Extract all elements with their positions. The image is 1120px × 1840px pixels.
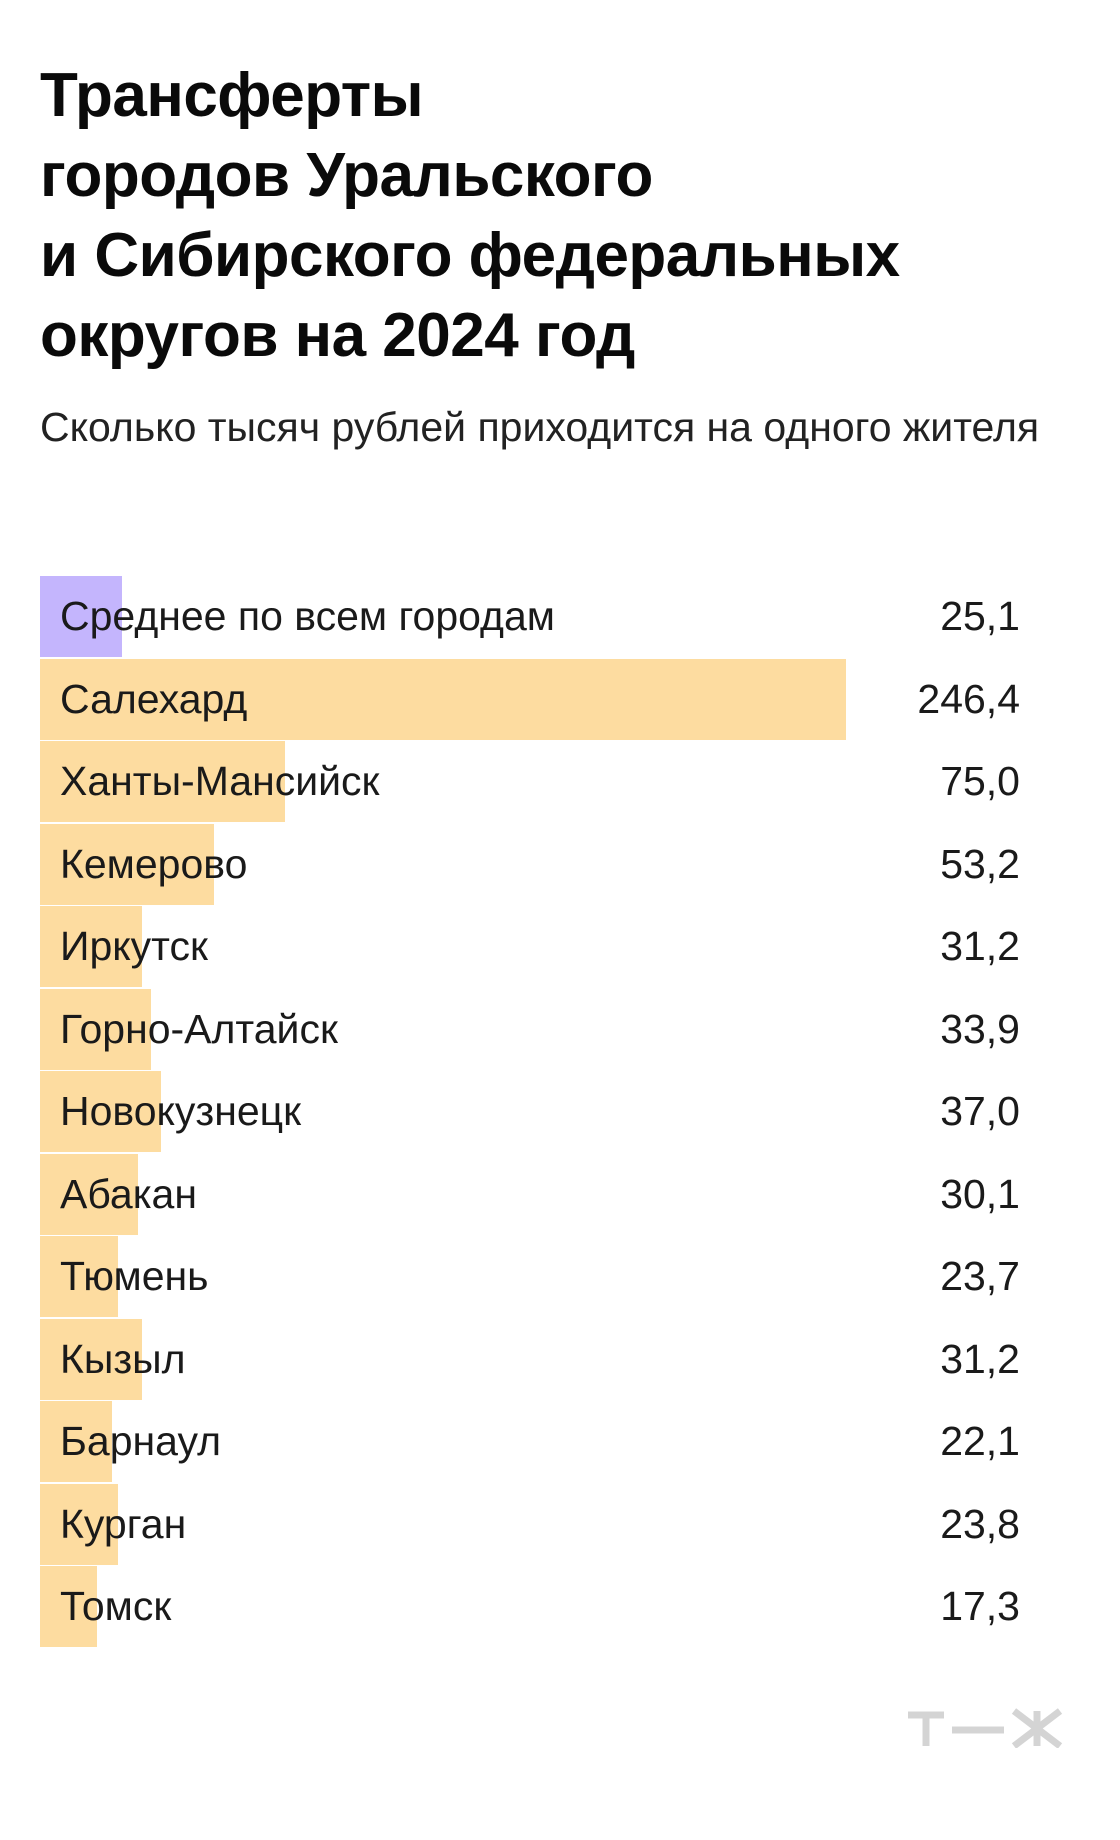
city-bar [40, 1236, 118, 1317]
bar-value-label: 31,2 [940, 923, 1020, 969]
bar-row: Иркутск 31,2 [40, 906, 1020, 987]
bar-row: Томск 17,3 [40, 1566, 1020, 1647]
average-bar [40, 576, 123, 657]
bar-value-label: 37,0 [940, 1088, 1020, 1134]
bar-label: Ханты-Мансийск [60, 758, 380, 804]
city-bar [40, 823, 215, 905]
bar-row: Курган 23,8 [40, 1483, 1020, 1565]
tzh-logo-icon [908, 1708, 1063, 1748]
city-bar [40, 1071, 162, 1152]
bar-value-label: 25,1 [940, 593, 1020, 639]
bar-value-label: 23,7 [940, 1253, 1020, 1299]
city-bar [40, 1318, 143, 1400]
bar-label: Горно-Алтайск [60, 1005, 338, 1052]
bar-row: Барнаул 22,1 [40, 1401, 1020, 1482]
city-bar [40, 1153, 139, 1235]
city-bar [40, 741, 286, 822]
chart-subtitle: Сколько тысяч рублей приходится на одног… [40, 404, 1040, 450]
bar-label: Новокузнецк [60, 1088, 302, 1134]
bar-row: Новокузнецк 37,0 [40, 1071, 1020, 1152]
bar-chart: Среднее по всем городам 25,1 Салехард 246,4… [40, 576, 1020, 1656]
bar-label: Тюмень [60, 1253, 209, 1299]
bar-label: Абакан [60, 1170, 197, 1217]
bar-value-label: 30,1 [940, 1170, 1020, 1217]
bar-row: Салехард 246,4 [40, 658, 1020, 740]
bar-label: Кызыл [60, 1335, 186, 1382]
city-bar [40, 658, 846, 740]
bar-row: Кызыл 31,2 [40, 1318, 1020, 1400]
city-bar [40, 1401, 113, 1482]
bar-row: Среднее по всем городам 25,1 [40, 576, 1020, 657]
bar-row: Абакан 30,1 [40, 1153, 1020, 1235]
bar-value-label: 23,8 [940, 1500, 1020, 1547]
chart-title: Трансферты городов Уральского и Сибирско… [40, 61, 900, 370]
bar-label: Среднее по всем городам [60, 593, 555, 639]
bar-value-label: 246,4 [917, 675, 1020, 722]
bar-label: Барнаул [60, 1418, 222, 1464]
bar-label: Иркутск [60, 923, 208, 969]
city-bar [40, 906, 143, 987]
bar-value-label: 75,0 [940, 758, 1020, 804]
city-bar [40, 1566, 97, 1647]
bar-row: Кемерово 53,2 [40, 823, 1020, 905]
bar-label: Томск [60, 1583, 172, 1629]
city-bar [40, 988, 151, 1070]
bar-label: Салехард [60, 675, 248, 722]
city-bar [40, 1483, 118, 1565]
bar-row: Горно-Алтайск 33,9 [40, 988, 1020, 1070]
bar-row: Тюмень 23,7 [40, 1236, 1020, 1317]
bar-value-label: 53,2 [940, 840, 1020, 887]
bar-label: Курган [60, 1500, 187, 1547]
bar-value-label: 33,9 [940, 1005, 1020, 1052]
bar-value-label: 17,3 [940, 1583, 1020, 1629]
bar-value-label: 22,1 [940, 1418, 1020, 1464]
bar-row: Ханты-Мансийск 75,0 [40, 741, 1020, 822]
bar-label: Кемерово [60, 840, 248, 887]
bar-value-label: 31,2 [940, 1335, 1020, 1382]
